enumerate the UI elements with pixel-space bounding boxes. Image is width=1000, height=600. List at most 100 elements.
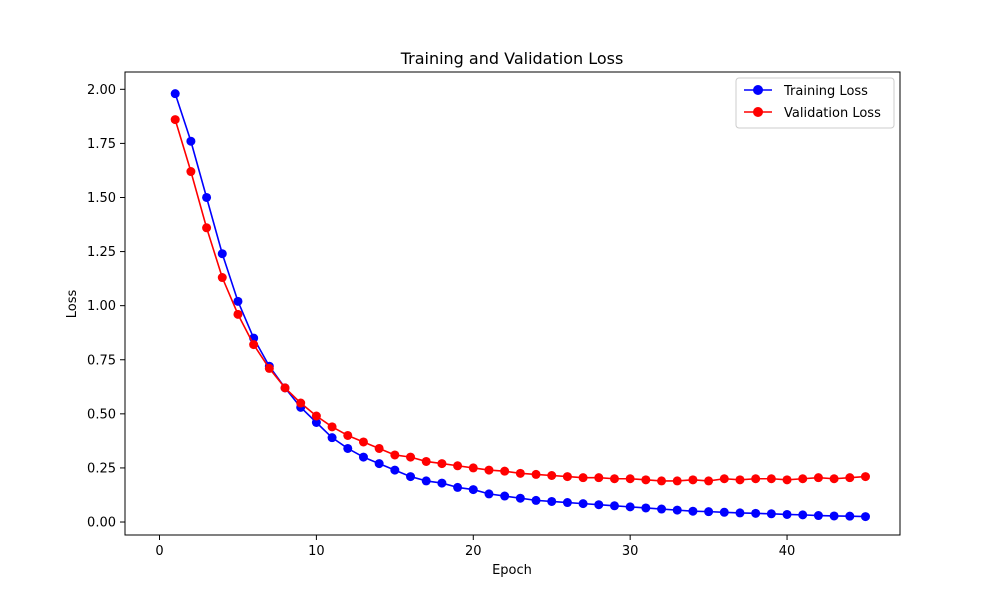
data-point-training-loss — [719, 507, 729, 517]
data-point-validation-loss — [311, 411, 321, 421]
data-point-validation-loss — [202, 223, 212, 233]
x-tick-label: 20 — [465, 544, 482, 559]
data-point-validation-loss — [358, 437, 368, 447]
data-point-validation-loss — [782, 475, 792, 485]
data-point-validation-loss — [704, 476, 714, 486]
data-point-validation-loss — [735, 475, 745, 485]
y-tick-label: 1.75 — [87, 137, 116, 152]
x-tick-label: 0 — [155, 544, 163, 559]
data-point-validation-loss — [845, 473, 855, 483]
legend-label-training: Training Loss — [783, 84, 868, 99]
y-tick-label: 1.25 — [87, 245, 116, 260]
data-point-training-loss — [547, 496, 557, 506]
data-point-training-loss — [798, 510, 808, 520]
data-point-validation-loss — [468, 463, 478, 473]
data-point-validation-loss — [641, 475, 651, 485]
data-point-training-loss — [311, 417, 321, 427]
data-point-validation-loss — [233, 309, 243, 319]
data-point-validation-loss — [625, 474, 635, 484]
data-point-validation-loss — [594, 473, 604, 483]
axis-ticks: 0 10 20 30 40 0.00 0.25 0.50 0.75 1.00 1.25 1.50 1.7… — [87, 83, 795, 559]
data-point-validation-loss — [829, 474, 839, 484]
data-point-validation-loss — [406, 452, 416, 462]
data-point-validation-loss — [719, 474, 729, 484]
data-point-validation-loss — [437, 459, 447, 469]
x-tick-label: 10 — [308, 544, 325, 559]
data-point-training-loss — [657, 504, 667, 514]
data-point-training-loss — [751, 508, 761, 518]
data-point-validation-loss — [500, 466, 510, 476]
legend-marker-training — [753, 85, 763, 95]
data-point-validation-loss — [562, 472, 572, 482]
data-point-validation-loss — [547, 471, 557, 481]
data-point-validation-loss — [751, 474, 761, 484]
data-point-validation-loss — [343, 430, 353, 440]
data-point-training-loss — [453, 482, 463, 492]
data-point-validation-loss — [531, 469, 541, 479]
data-point-training-loss — [358, 452, 368, 462]
data-point-training-loss — [374, 459, 384, 469]
data-point-validation-loss — [217, 273, 227, 283]
data-point-training-loss — [641, 503, 651, 513]
data-point-validation-loss — [170, 115, 180, 125]
data-point-training-loss — [578, 499, 588, 509]
data-point-validation-loss — [609, 474, 619, 484]
series-line-validation-loss — [174, 119, 866, 482]
data-point-validation-loss — [296, 398, 306, 408]
data-point-training-loss — [484, 489, 494, 499]
data-point-training-loss — [562, 498, 572, 508]
x-tick-label: 30 — [622, 544, 639, 559]
legend-box — [735, 77, 895, 129]
x-tick-label: 40 — [779, 544, 796, 559]
data-point-training-loss — [217, 249, 227, 259]
legend-label-validation: Validation Loss — [784, 106, 881, 121]
data-point-validation-loss — [390, 450, 400, 460]
data-point-training-loss — [390, 465, 400, 475]
series-line-training-loss — [174, 93, 866, 518]
legend: Training Loss Validation Loss — [735, 77, 895, 129]
data-point-training-loss — [829, 511, 839, 521]
data-point-training-loss — [327, 433, 337, 443]
data-point-validation-loss — [374, 443, 384, 453]
data-point-training-loss — [672, 505, 682, 515]
data-point-training-loss — [594, 500, 604, 510]
data-point-training-loss — [735, 508, 745, 518]
data-point-training-loss — [421, 476, 431, 486]
data-point-training-loss — [813, 511, 823, 521]
data-point-training-loss — [437, 478, 447, 488]
data-point-validation-loss — [264, 363, 274, 373]
data-point-validation-loss — [657, 476, 667, 486]
data-point-validation-loss — [421, 456, 431, 466]
data-point-validation-loss — [453, 461, 463, 471]
data-point-training-loss — [343, 443, 353, 453]
data-point-training-loss — [860, 512, 870, 522]
data-point-validation-loss — [798, 474, 808, 484]
x-axis-label: Epoch — [492, 563, 532, 578]
data-point-validation-loss — [515, 468, 525, 478]
y-tick-label: 0.25 — [87, 461, 116, 476]
data-point-training-loss — [406, 472, 416, 482]
data-point-training-loss — [500, 491, 510, 501]
data-point-validation-loss — [280, 383, 290, 393]
data-point-validation-loss — [688, 475, 698, 485]
data-point-training-loss — [704, 507, 714, 517]
data-point-training-loss — [609, 501, 619, 511]
data-point-training-loss — [625, 502, 635, 512]
data-point-training-loss — [186, 136, 196, 146]
y-tick-label: 0.00 — [87, 516, 116, 531]
y-tick-label: 0.50 — [87, 407, 116, 422]
y-tick-label: 1.00 — [87, 299, 116, 314]
data-point-validation-loss — [672, 476, 682, 486]
data-point-validation-loss — [484, 465, 494, 475]
data-point-training-loss — [170, 89, 180, 99]
y-tick-label: 1.50 — [87, 191, 116, 206]
chart-title: Training and Validation Loss — [400, 49, 624, 68]
data-point-validation-loss — [766, 474, 776, 484]
y-tick-label: 0.75 — [87, 353, 116, 368]
data-point-validation-loss — [327, 422, 337, 432]
data-point-training-loss — [468, 485, 478, 495]
data-point-training-loss — [202, 192, 212, 202]
data-point-validation-loss — [860, 472, 870, 482]
data-point-training-loss — [515, 493, 525, 503]
